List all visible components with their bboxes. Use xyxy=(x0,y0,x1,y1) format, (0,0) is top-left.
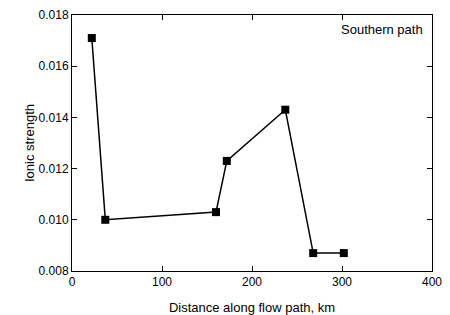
svg-text:Ionic strength: Ionic strength xyxy=(22,104,37,182)
svg-text:200: 200 xyxy=(242,275,262,289)
svg-text:100: 100 xyxy=(152,275,172,289)
svg-text:0.010: 0.010 xyxy=(39,213,69,227)
svg-text:0.016: 0.016 xyxy=(39,59,69,73)
svg-text:Southern path: Southern path xyxy=(341,22,423,37)
svg-text:300: 300 xyxy=(332,275,352,289)
svg-text:0.012: 0.012 xyxy=(39,162,69,176)
svg-text:0.008: 0.008 xyxy=(39,264,69,278)
svg-text:400: 400 xyxy=(422,275,442,289)
svg-text:0: 0 xyxy=(69,275,76,289)
svg-text:0.018: 0.018 xyxy=(39,8,69,22)
svg-text:0.014: 0.014 xyxy=(39,111,69,125)
svg-text:Distance along flow path, km: Distance along flow path, km xyxy=(169,300,335,315)
